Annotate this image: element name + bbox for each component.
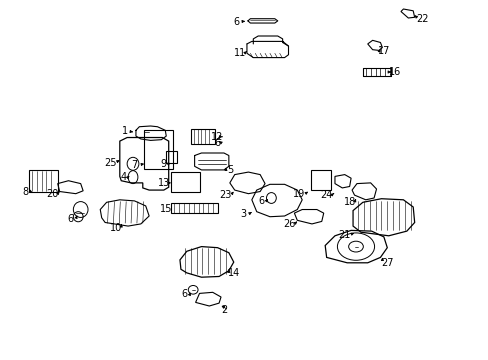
Text: 16: 16 bbox=[388, 67, 401, 77]
Text: 12: 12 bbox=[210, 132, 223, 142]
Bar bbox=[166, 151, 177, 163]
Text: 3: 3 bbox=[240, 209, 246, 219]
Text: 6: 6 bbox=[214, 138, 220, 148]
Text: 7: 7 bbox=[131, 160, 137, 170]
Text: 26: 26 bbox=[283, 219, 295, 229]
Text: 1: 1 bbox=[122, 126, 127, 136]
Bar bbox=[144, 130, 172, 169]
Text: 20: 20 bbox=[46, 189, 59, 199]
Text: 11: 11 bbox=[233, 48, 245, 58]
Text: 14: 14 bbox=[227, 268, 240, 278]
Text: 27: 27 bbox=[380, 258, 393, 268]
Text: 25: 25 bbox=[103, 158, 116, 168]
Text: 15: 15 bbox=[160, 204, 172, 214]
Bar bbox=[190, 129, 215, 144]
Text: 2: 2 bbox=[221, 305, 226, 315]
Text: 4: 4 bbox=[120, 172, 126, 182]
Text: 6: 6 bbox=[233, 17, 239, 27]
Text: 10: 10 bbox=[110, 222, 122, 233]
Text: 9: 9 bbox=[160, 159, 166, 169]
Text: 5: 5 bbox=[227, 165, 233, 175]
Bar bbox=[171, 203, 217, 213]
Text: 6: 6 bbox=[182, 289, 187, 300]
Text: 6: 6 bbox=[68, 214, 74, 224]
Text: 17: 17 bbox=[377, 46, 390, 56]
Bar bbox=[29, 170, 58, 192]
Text: 8: 8 bbox=[22, 186, 28, 197]
Text: 13: 13 bbox=[157, 178, 170, 188]
Text: 6: 6 bbox=[258, 196, 264, 206]
Text: 18: 18 bbox=[343, 197, 355, 207]
Text: 23: 23 bbox=[219, 190, 232, 200]
Text: 22: 22 bbox=[416, 14, 428, 24]
Text: 19: 19 bbox=[292, 189, 305, 199]
Text: 24: 24 bbox=[320, 190, 332, 200]
Bar bbox=[310, 170, 330, 190]
Bar bbox=[171, 172, 199, 192]
Text: 21: 21 bbox=[338, 230, 350, 240]
